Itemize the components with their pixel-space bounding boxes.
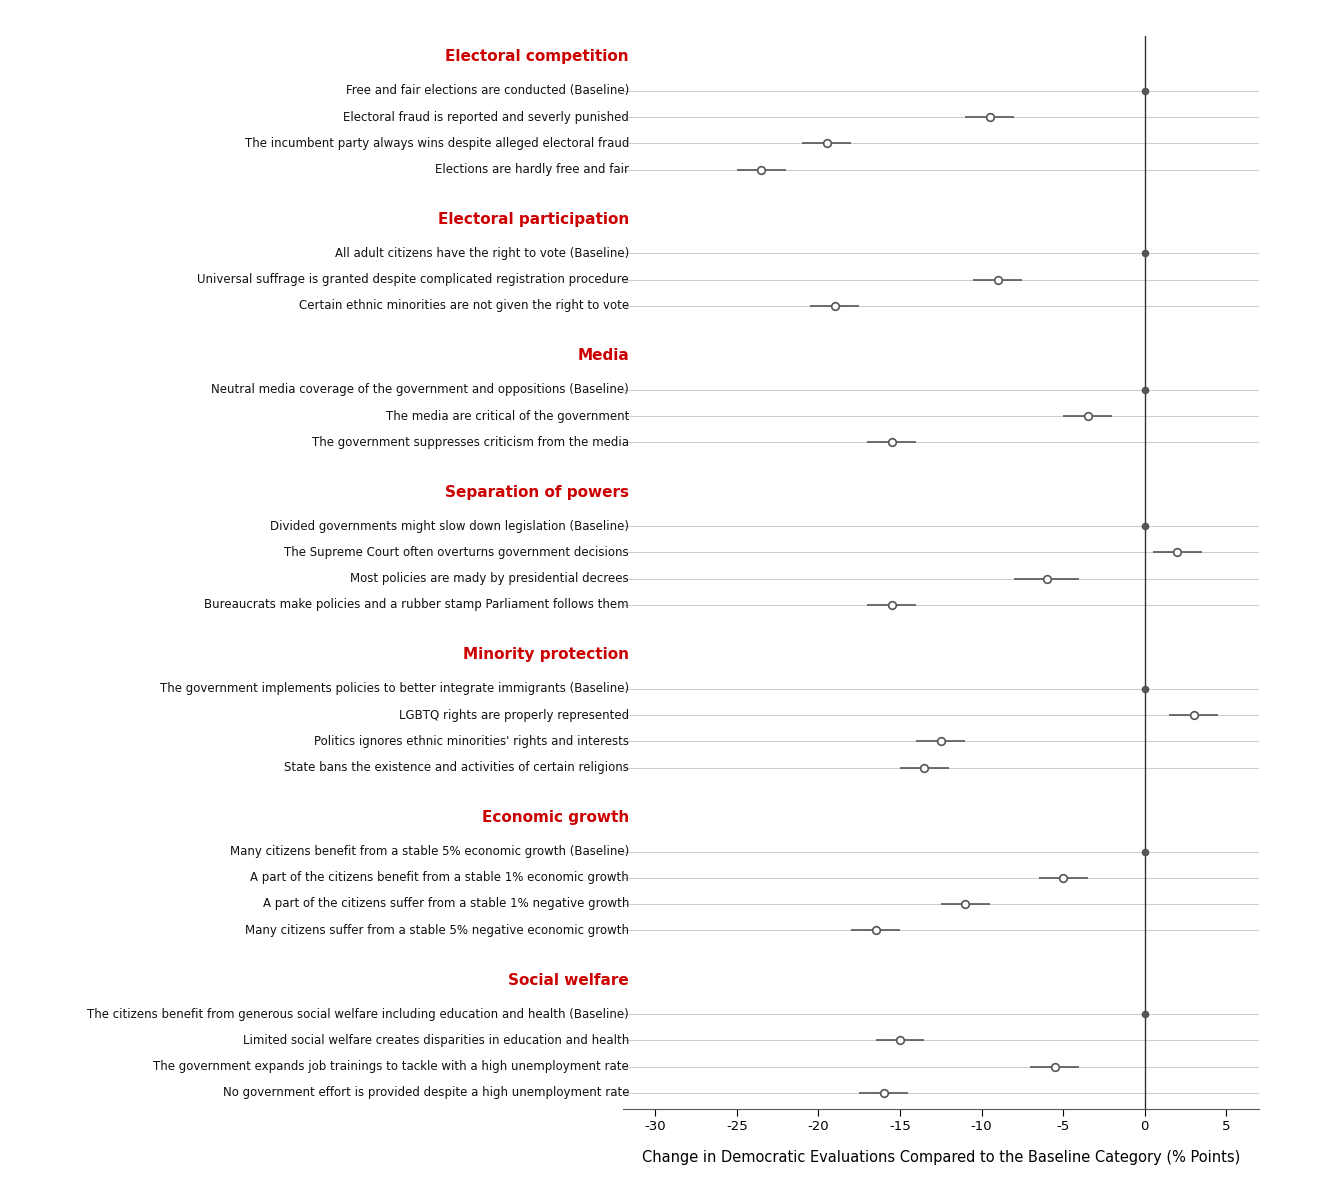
Text: Universal suffrage is granted despite complicated registration procedure: Universal suffrage is granted despite co… [197, 273, 629, 286]
Text: Many citizens benefit from a stable 5% economic growth (Baseline): Many citizens benefit from a stable 5% e… [229, 845, 629, 858]
Text: Free and fair elections are conducted (Baseline): Free and fair elections are conducted (B… [346, 85, 629, 98]
Text: The citizens benefit from generous social welfare including education and health: The citizens benefit from generous socia… [87, 1007, 629, 1020]
Text: The government suppresses criticism from the media: The government suppresses criticism from… [313, 436, 629, 449]
Text: The government expands job trainings to tackle with a high unemployment rate: The government expands job trainings to … [154, 1060, 629, 1073]
Text: The government implements policies to better integrate immigrants (Baseline): The government implements policies to be… [160, 682, 629, 695]
Text: Politics ignores ethnic minorities' rights and interests: Politics ignores ethnic minorities' righ… [314, 734, 629, 747]
Text: The media are critical of the government: The media are critical of the government [386, 410, 629, 423]
Text: Certain ethnic minorities are not given the right to vote: Certain ethnic minorities are not given … [299, 299, 629, 312]
Text: Electoral participation: Electoral participation [437, 212, 629, 226]
Text: A part of the citizens suffer from a stable 1% negative growth: A part of the citizens suffer from a sta… [262, 898, 629, 911]
Text: Minority protection: Minority protection [464, 647, 629, 663]
Text: State bans the existence and activities of certain religions: State bans the existence and activities … [285, 760, 629, 774]
Text: Electoral competition: Electoral competition [445, 49, 629, 64]
Text: LGBTQ rights are properly represented: LGBTQ rights are properly represented [399, 708, 629, 721]
Text: Limited social welfare creates disparities in education and health: Limited social welfare creates dispariti… [242, 1033, 629, 1047]
Text: All adult citizens have the right to vote (Baseline): All adult citizens have the right to vot… [335, 247, 629, 260]
Text: Divided governments might slow down legislation (Baseline): Divided governments might slow down legi… [270, 520, 629, 533]
Text: Economic growth: Economic growth [482, 809, 629, 825]
Text: No government effort is provided despite a high unemployment rate: No government effort is provided despite… [223, 1086, 629, 1099]
Text: Separation of powers: Separation of powers [445, 485, 629, 499]
Text: Neutral media coverage of the government and oppositions (Baseline): Neutral media coverage of the government… [212, 384, 629, 397]
Text: Elections are hardly free and fair: Elections are hardly free and fair [435, 163, 629, 176]
X-axis label: Change in Democratic Evaluations Compared to the Baseline Category (% Points): Change in Democratic Evaluations Compare… [641, 1150, 1240, 1165]
Text: Electoral fraud is reported and severly punished: Electoral fraud is reported and severly … [343, 111, 629, 124]
Text: Many citizens suffer from a stable 5% negative economic growth: Many citizens suffer from a stable 5% ne… [245, 924, 629, 937]
Text: A part of the citizens benefit from a stable 1% economic growth: A part of the citizens benefit from a st… [250, 871, 629, 884]
Text: Bureaucrats make policies and a rubber stamp Parliament follows them: Bureaucrats make policies and a rubber s… [204, 598, 629, 611]
Text: The incumbent party always wins despite alleged electoral fraud: The incumbent party always wins despite … [245, 137, 629, 150]
Text: The Supreme Court often overturns government decisions: The Supreme Court often overturns govern… [285, 546, 629, 559]
Text: Media: Media [578, 348, 629, 364]
Text: Social welfare: Social welfare [509, 973, 629, 987]
Text: Most policies are mady by presidential decrees: Most policies are mady by presidential d… [351, 572, 629, 585]
